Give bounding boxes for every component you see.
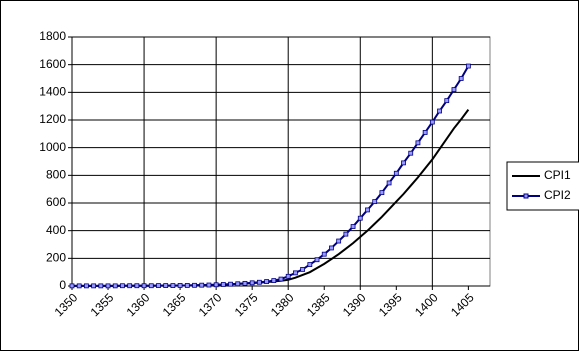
point-marker xyxy=(451,87,457,92)
legend-label: CPI2 xyxy=(544,188,571,202)
y-tick-label: 600 xyxy=(46,195,66,209)
point-marker xyxy=(112,283,118,289)
legend: CPI1 CPI2 xyxy=(506,161,579,211)
point-marker xyxy=(235,281,241,287)
point-marker xyxy=(422,130,428,135)
point-marker xyxy=(76,283,82,289)
point-marker xyxy=(278,276,284,282)
point-marker xyxy=(393,170,399,176)
y-tick-label: 1200 xyxy=(39,112,66,126)
point-marker xyxy=(199,282,205,288)
point-marker xyxy=(285,273,291,279)
point-marker xyxy=(465,63,471,69)
legend-label: CPI1 xyxy=(544,168,571,182)
y-tick-label: 800 xyxy=(46,168,66,182)
point-marker xyxy=(134,283,140,289)
point-marker xyxy=(220,282,226,287)
point-marker xyxy=(458,76,464,81)
point-marker xyxy=(148,283,154,289)
point-marker xyxy=(91,283,97,289)
y-tick-label: 400 xyxy=(46,223,66,237)
point-marker xyxy=(170,283,176,288)
y-tick-label: 0 xyxy=(59,278,66,292)
point-marker xyxy=(444,98,450,104)
point-marker xyxy=(163,283,169,288)
plot-area xyxy=(71,36,491,287)
point-marker xyxy=(386,180,392,186)
point-marker xyxy=(192,282,197,288)
point-marker xyxy=(372,199,378,205)
point-marker xyxy=(213,282,219,288)
point-marker xyxy=(379,190,385,196)
point-marker xyxy=(242,280,248,286)
point-marker xyxy=(228,281,233,287)
point-marker xyxy=(300,266,306,272)
legend-marker xyxy=(523,193,529,199)
point-marker xyxy=(314,257,320,263)
point-marker xyxy=(141,283,147,289)
point-marker xyxy=(264,279,269,284)
point-marker xyxy=(437,108,442,114)
point-marker xyxy=(256,279,262,285)
point-marker xyxy=(293,270,298,276)
point-marker xyxy=(429,119,435,125)
point-marker xyxy=(321,251,327,257)
point-marker xyxy=(307,262,313,267)
point-marker xyxy=(350,224,356,229)
y-tick-label: 1000 xyxy=(39,140,66,154)
point-marker xyxy=(365,207,370,213)
point-marker xyxy=(84,283,89,289)
y-tick-label: 1400 xyxy=(39,85,66,99)
point-marker xyxy=(184,283,190,288)
legend-box xyxy=(506,161,579,211)
point-marker xyxy=(329,245,334,251)
point-marker xyxy=(69,283,75,289)
y-tick-label: 1600 xyxy=(39,57,66,71)
point-marker xyxy=(156,283,161,288)
point-marker xyxy=(408,150,414,156)
point-marker xyxy=(105,283,111,289)
point-marker xyxy=(177,283,183,288)
point-marker xyxy=(127,283,133,289)
point-marker xyxy=(206,282,212,288)
point-marker xyxy=(357,215,363,221)
point-marker xyxy=(98,283,104,289)
point-marker xyxy=(249,280,255,286)
point-marker xyxy=(343,231,349,237)
y-tick-label: 200 xyxy=(46,251,66,265)
point-marker xyxy=(120,283,125,289)
point-marker xyxy=(401,160,406,166)
point-marker xyxy=(336,238,342,244)
point-marker xyxy=(271,278,277,284)
point-marker xyxy=(415,140,421,146)
y-tick-label: 1800 xyxy=(39,29,66,43)
